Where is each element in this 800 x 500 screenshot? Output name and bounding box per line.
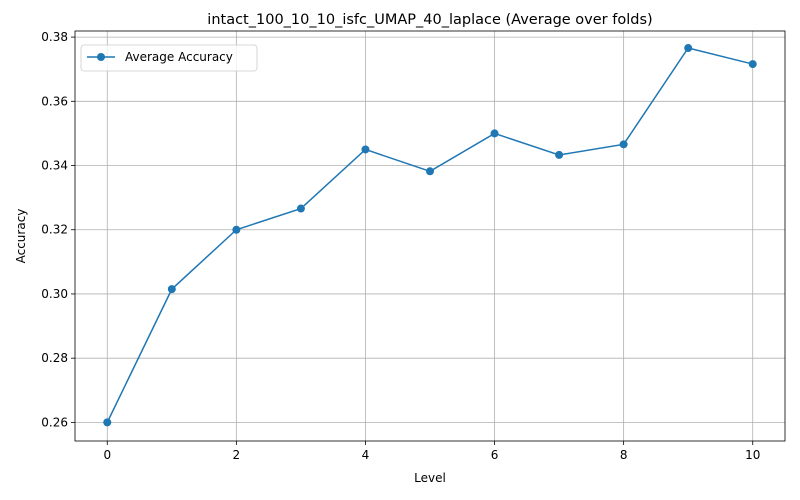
data-point	[361, 145, 370, 154]
y-tick-label: 0.30	[41, 287, 68, 301]
x-tick-label: 0	[103, 448, 111, 462]
y-tick-label: 0.38	[41, 30, 68, 44]
x-tick-label: 2	[233, 448, 241, 462]
series-line-average-accuracy	[106, 47, 753, 423]
y-axis-label: Accuracy	[14, 209, 28, 264]
x-tick-label: 6	[491, 448, 499, 462]
data-point	[296, 204, 305, 213]
x-tick-label: 10	[745, 448, 760, 462]
y-axis-ticks: 0.26 0.28 0.30 0.32 0.34 0.36 0.38	[41, 30, 75, 429]
data-point	[619, 140, 628, 149]
legend: Average Accuracy	[80, 44, 258, 72]
legend-entry-average-accuracy: Average Accuracy	[125, 50, 233, 64]
x-axis-ticks: 0 2 4 6 8 10	[103, 441, 760, 462]
y-tick-label: 0.26	[41, 415, 68, 429]
data-point	[555, 150, 564, 159]
data-point	[167, 285, 176, 294]
y-tick-label: 0.28	[41, 351, 68, 365]
x-tick-label: 4	[362, 448, 370, 462]
series-layer	[103, 44, 757, 427]
x-tick-label: 8	[620, 448, 628, 462]
grid-lines	[75, 31, 785, 441]
plot-area	[74, 30, 786, 442]
data-point	[748, 60, 757, 69]
data-point	[490, 129, 499, 138]
y-tick-label: 0.36	[41, 94, 68, 108]
data-point	[232, 225, 241, 234]
data-point	[684, 44, 693, 53]
chart-title: intact_100_10_10_isfc_UMAP_40_laplace (A…	[207, 12, 652, 28]
legend-marker-swatch	[97, 53, 105, 61]
legend-box	[80, 44, 258, 72]
x-axis-label: Level	[414, 471, 446, 485]
y-tick-label: 0.34	[41, 159, 68, 173]
y-tick-label: 0.32	[41, 223, 68, 237]
data-point	[426, 167, 434, 176]
data-point	[103, 418, 112, 427]
